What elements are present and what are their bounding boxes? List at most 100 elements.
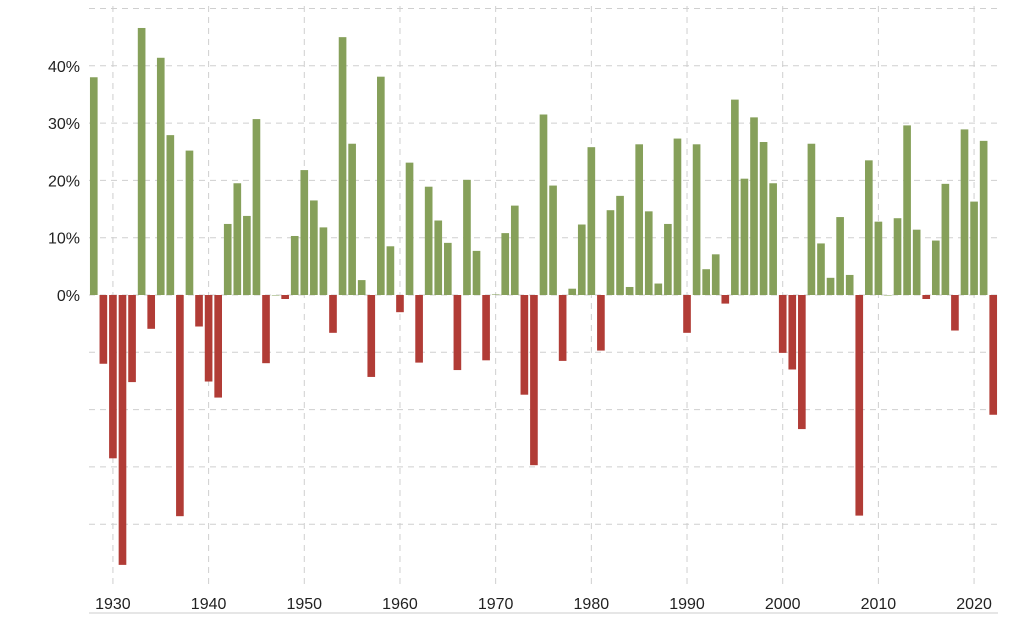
bar-2012 bbox=[893, 218, 902, 295]
x-tick-label: 2020 bbox=[956, 596, 992, 613]
x-tick-label: 2000 bbox=[765, 596, 801, 613]
bar-1963 bbox=[424, 186, 433, 295]
bar-1969 bbox=[482, 295, 490, 361]
bar-1956 bbox=[357, 280, 366, 295]
x-tick-label: 1960 bbox=[382, 596, 418, 613]
bar-1998 bbox=[759, 142, 768, 295]
x-tick-label: 2010 bbox=[861, 596, 897, 613]
bar-1957 bbox=[367, 295, 376, 377]
bar-1984 bbox=[625, 286, 634, 295]
bar-1990 bbox=[683, 295, 691, 333]
bar-1968 bbox=[472, 250, 481, 295]
bar-2006 bbox=[836, 217, 844, 295]
y-tick-label: 20% bbox=[48, 173, 80, 190]
bar-1940 bbox=[204, 295, 213, 382]
bar-1955 bbox=[348, 143, 356, 295]
bar-1959 bbox=[386, 246, 395, 295]
bar-1954 bbox=[338, 37, 347, 296]
bar-1958 bbox=[377, 76, 385, 295]
bar-1972 bbox=[510, 205, 519, 295]
bar-2003 bbox=[807, 143, 816, 295]
x-tick-label: 1950 bbox=[286, 596, 322, 613]
bar-1964 bbox=[434, 220, 443, 295]
y-tick-label: 40% bbox=[48, 59, 80, 76]
bar-1949 bbox=[290, 235, 299, 295]
bar-1950 bbox=[300, 170, 309, 295]
bar-1947 bbox=[271, 295, 280, 296]
bar-1946 bbox=[262, 295, 270, 364]
bar-1953 bbox=[329, 295, 337, 333]
bar-1975 bbox=[539, 114, 548, 295]
y-tick-label: 0% bbox=[57, 288, 80, 305]
bar-1979 bbox=[577, 224, 586, 295]
bar-1987 bbox=[654, 283, 663, 295]
bar-1994 bbox=[721, 295, 730, 304]
x-tick-label: 1940 bbox=[191, 596, 227, 613]
bar-1961 bbox=[405, 162, 414, 295]
bar-1985 bbox=[635, 144, 644, 295]
bar-1930 bbox=[109, 295, 117, 459]
bar-1989 bbox=[673, 138, 682, 295]
bar-1988 bbox=[664, 223, 672, 295]
bar-2011 bbox=[884, 295, 892, 296]
bar-1962 bbox=[415, 295, 423, 363]
bar-1980 bbox=[587, 147, 596, 295]
bar-1948 bbox=[281, 295, 289, 300]
x-axis: 1930 1940 1950 1960 1970 1980 1990 2000 2010 2020 bbox=[89, 596, 998, 614]
bar-1978 bbox=[568, 288, 577, 295]
bar-1993 bbox=[711, 254, 720, 295]
bar-1943 bbox=[233, 183, 242, 295]
bar-2018 bbox=[951, 295, 959, 331]
bar-2016 bbox=[931, 240, 940, 295]
bar-1971 bbox=[501, 233, 510, 295]
bar-1942 bbox=[223, 223, 232, 295]
bar-2019 bbox=[960, 129, 969, 295]
bar-1932 bbox=[128, 295, 136, 383]
bar-1999 bbox=[769, 183, 777, 295]
bar-2000 bbox=[778, 295, 787, 353]
x-tick-label: 1970 bbox=[478, 596, 514, 613]
bar-1983 bbox=[616, 195, 624, 295]
bar-1931 bbox=[118, 295, 127, 565]
bar-1997 bbox=[750, 117, 758, 296]
bar-2004 bbox=[817, 243, 825, 295]
bar-2008 bbox=[855, 295, 864, 516]
bar-1973 bbox=[520, 295, 529, 395]
bar-1951 bbox=[310, 200, 318, 295]
bar-1976 bbox=[549, 185, 557, 295]
bar-1939 bbox=[195, 295, 203, 327]
bar-1996 bbox=[740, 178, 749, 295]
bar-2020 bbox=[970, 201, 978, 295]
bar-2009 bbox=[865, 160, 873, 295]
x-tick-label: 1930 bbox=[95, 596, 131, 613]
bar-2017 bbox=[941, 183, 950, 295]
bar-1965 bbox=[443, 242, 452, 295]
bar-2021 bbox=[979, 140, 988, 295]
bar-2005 bbox=[826, 277, 835, 295]
y-tick-label: 10% bbox=[48, 231, 80, 248]
bar-1928 bbox=[89, 77, 98, 295]
bars bbox=[89, 27, 998, 565]
bar-1935 bbox=[156, 57, 165, 295]
bar-1991 bbox=[692, 144, 701, 295]
bar-2015 bbox=[922, 295, 931, 300]
bar-2002 bbox=[798, 295, 806, 430]
bar-1937 bbox=[176, 295, 184, 517]
y-tick-label: 30% bbox=[48, 116, 80, 133]
bar-1944 bbox=[243, 215, 251, 295]
x-tick-label: 1980 bbox=[574, 596, 610, 613]
bar-1960 bbox=[396, 295, 404, 313]
x-tick-label: 1990 bbox=[669, 596, 705, 613]
bar-1929 bbox=[99, 295, 108, 364]
bar-1952 bbox=[319, 227, 328, 295]
bar-1933 bbox=[137, 27, 146, 295]
bar-1982 bbox=[606, 210, 615, 295]
bar-1995 bbox=[731, 99, 739, 295]
bar-1974 bbox=[530, 295, 538, 466]
bar-2001 bbox=[788, 295, 797, 370]
bar-1977 bbox=[558, 295, 567, 361]
bar-2007 bbox=[845, 274, 854, 295]
bar-1966 bbox=[453, 295, 462, 371]
bar-1986 bbox=[644, 211, 653, 295]
